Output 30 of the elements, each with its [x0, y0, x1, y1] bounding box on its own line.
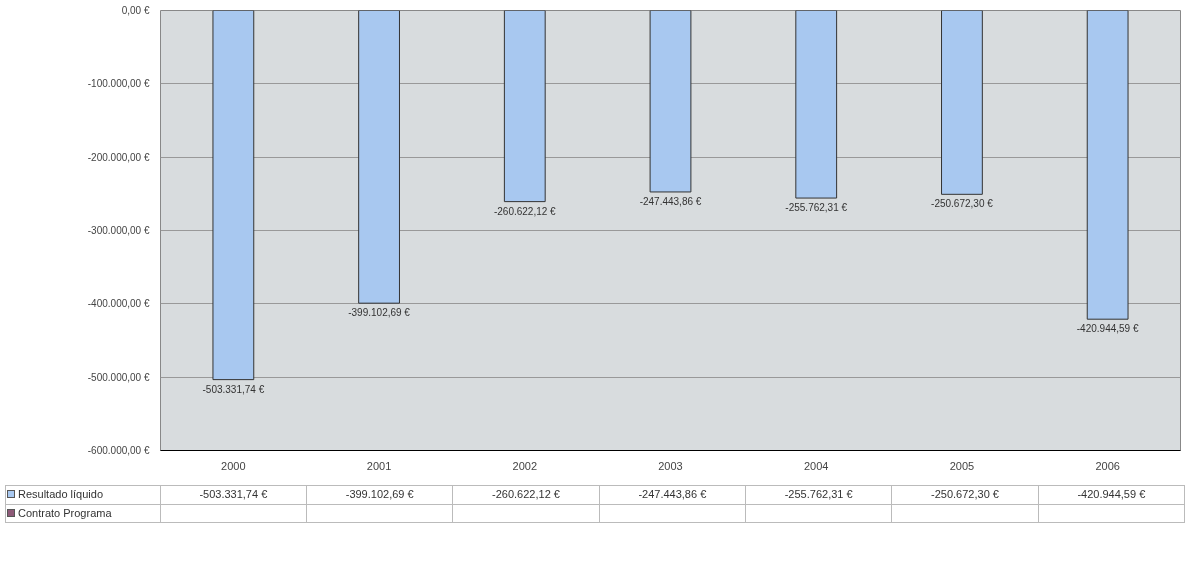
data-label: -250.672,30 €: [891, 485, 1039, 505]
y-tick-label: -100.000,00 €: [87, 78, 150, 90]
y-tick-label: -400.000,00 €: [87, 298, 150, 310]
x-tick-label: 2005: [949, 459, 975, 472]
text: -399.102,69 €: [348, 307, 410, 319]
text: -255.762,31 €: [785, 202, 848, 214]
text: -260.622,12 €: [493, 205, 556, 217]
legend-label: Resultado líquido: [5, 485, 161, 505]
y-tick-label: 0,00 €: [121, 5, 150, 16]
x-tick-label: 2004: [803, 459, 829, 472]
x-tick-label: 2002: [512, 459, 538, 472]
text: -420.944,59 €: [1076, 323, 1139, 335]
x-tick-label: 2000: [221, 459, 246, 472]
x-tick-label: 2006: [1095, 459, 1120, 472]
text: -503.331,74 €: [202, 383, 265, 395]
y-tick-label: -500.000,00 €: [87, 371, 150, 383]
text: -247.443,86 €: [639, 195, 702, 207]
x-tick-label: 2003: [658, 459, 683, 472]
data-label: -420.944,59 €: [1038, 485, 1185, 505]
y-tick-label: -200.000,00 €: [87, 151, 150, 163]
y-tick-label: -600.000,00 €: [87, 445, 150, 456]
y-tick-label: -300.000,00 €: [87, 225, 150, 236]
data-label: -503.331,74 €: [160, 485, 307, 505]
legend-label: Contrato Programa: [5, 504, 161, 523]
x-tick-label: 2001: [366, 459, 392, 472]
data-label: -399.102,69 €: [306, 485, 453, 505]
data-label: -247.443,86 €: [599, 485, 746, 505]
text: -250.672,30 €: [931, 198, 993, 210]
data-label: -260.622,12 €: [452, 485, 600, 505]
data-label: -255.762,31 €: [745, 485, 892, 505]
